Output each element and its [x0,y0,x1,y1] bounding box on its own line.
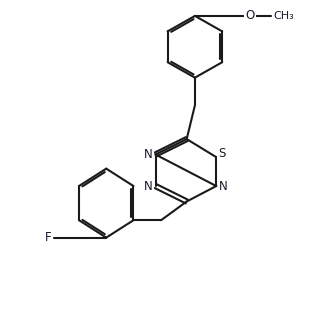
Text: S: S [218,147,226,160]
Text: N: N [219,180,228,192]
Text: N: N [144,180,153,192]
Text: CH₃: CH₃ [273,11,294,21]
Text: O: O [245,9,255,22]
Text: F: F [44,231,51,244]
Text: N: N [144,148,153,161]
